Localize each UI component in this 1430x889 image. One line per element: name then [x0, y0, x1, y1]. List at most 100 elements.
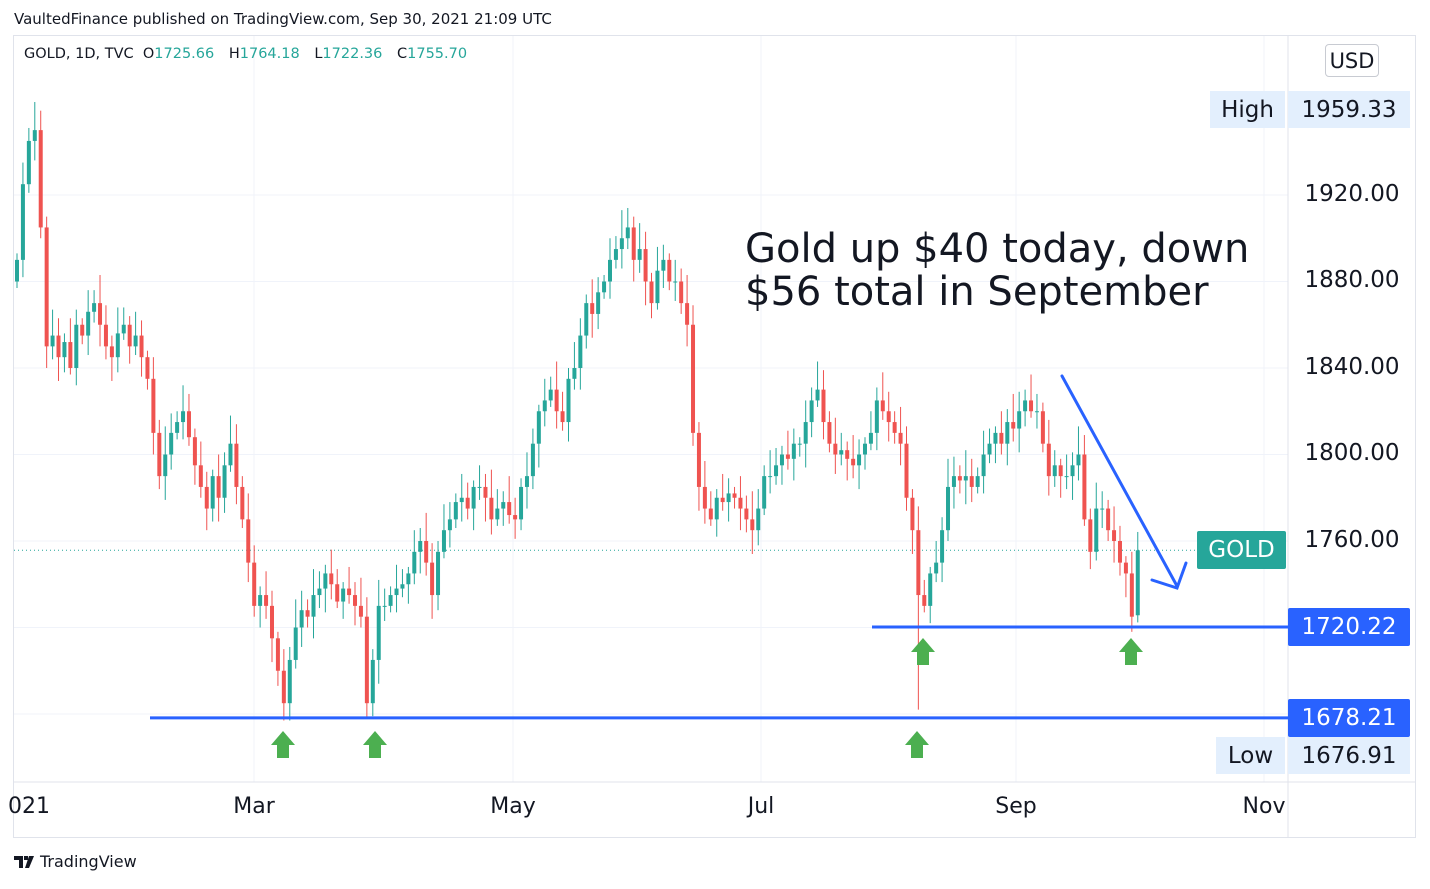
candle-body	[785, 454, 790, 459]
candle-body	[833, 443, 838, 455]
candle-body	[946, 486, 951, 531]
brand-name: TradingView	[40, 852, 137, 871]
annotation-text: Gold up $40 today, down $56 total in Sep…	[745, 228, 1249, 314]
candle-body	[1135, 550, 1140, 616]
open-label: O	[142, 46, 155, 62]
candle-body	[388, 595, 393, 606]
candle-body	[1076, 454, 1081, 466]
candle-body	[851, 458, 856, 466]
candle-body	[1029, 400, 1034, 412]
candle-body	[74, 324, 79, 368]
tradingview-logo[interactable]: TradingView	[14, 852, 137, 871]
ohlc-legend: GOLD, 1D, TVC O1725.66 H1764.18 L1722.36…	[24, 46, 477, 62]
candle-body	[501, 502, 506, 509]
candle-body	[673, 281, 678, 283]
candle-body	[252, 562, 257, 606]
candle-body	[163, 454, 168, 477]
candle-body	[412, 551, 417, 574]
candle-body	[323, 573, 328, 589]
candle-body	[696, 432, 701, 487]
candle-body	[1100, 508, 1105, 510]
candle-body	[1112, 530, 1117, 541]
candle-body	[691, 324, 696, 433]
candle-body	[1123, 562, 1128, 574]
candle-body	[1106, 508, 1111, 531]
candle-body	[756, 508, 761, 531]
candle-body	[216, 476, 221, 498]
x-tick-label: Sep	[995, 794, 1037, 819]
candle-body	[797, 443, 802, 445]
candle-body	[447, 519, 452, 531]
candle-body	[951, 476, 956, 487]
candle-body	[269, 605, 274, 639]
symbol-tag: GOLD	[1197, 531, 1286, 569]
candle-body	[572, 368, 577, 379]
candle-body	[127, 324, 132, 347]
currency-button[interactable]: USD	[1325, 44, 1379, 77]
candle-body	[619, 238, 624, 250]
candle-body	[210, 476, 215, 509]
candle-body	[1064, 476, 1069, 478]
candle-body	[702, 486, 707, 509]
candle-body	[347, 588, 352, 596]
candle-body	[768, 476, 773, 478]
candle-body	[566, 378, 571, 423]
candle-body	[679, 281, 684, 304]
low-tag-label: Low	[1216, 737, 1285, 774]
candle-body	[957, 476, 962, 481]
candle-body	[821, 389, 826, 423]
candle-body	[169, 432, 174, 455]
candle-body	[299, 610, 304, 628]
candle-body	[335, 584, 340, 602]
candle-body	[815, 389, 820, 401]
candle-body	[394, 588, 399, 596]
candle-body	[157, 432, 162, 477]
candle-body	[750, 519, 755, 531]
up-arrow-icon	[905, 731, 929, 758]
candle-body	[720, 497, 725, 503]
candle-body	[1017, 411, 1022, 429]
candle-body	[181, 411, 186, 423]
candle-body	[293, 627, 298, 660]
y-tick-label: 1760.00	[1304, 527, 1400, 553]
candle-body	[548, 389, 553, 401]
candle-body	[774, 465, 779, 477]
candle-body	[613, 249, 618, 260]
candle-body	[584, 303, 589, 336]
candle-body	[121, 324, 126, 334]
candle-body	[471, 486, 476, 509]
candle-body	[281, 670, 286, 704]
candle-body	[353, 595, 358, 606]
candle-body	[436, 551, 441, 596]
candle-body	[560, 411, 565, 423]
candle-body	[803, 422, 808, 444]
candle-body	[489, 497, 494, 520]
candle-body	[406, 573, 411, 585]
y-tick-label: 1880.00	[1304, 267, 1400, 293]
candle-body	[910, 497, 915, 531]
candle-body	[554, 389, 559, 412]
candle-body	[661, 259, 666, 271]
candle-body	[1040, 411, 1045, 444]
candle-body	[608, 259, 612, 282]
candle-body	[68, 342, 73, 368]
candle-body	[714, 497, 719, 520]
candle-body	[465, 497, 470, 509]
up-arrow-icon	[911, 638, 935, 665]
x-tick-label: May	[490, 794, 536, 819]
y-tick-label: 1840.00	[1304, 354, 1400, 380]
candle-body	[1023, 400, 1028, 412]
close-value: 1755.70	[407, 46, 468, 62]
candle-body	[1034, 411, 1039, 413]
candle-body	[708, 508, 713, 520]
annotation-line: Gold up $40 today, down	[745, 226, 1250, 272]
candle-body	[762, 476, 767, 509]
candle-body	[726, 493, 731, 503]
candle-body	[999, 432, 1004, 444]
candle-body	[364, 616, 369, 704]
candle-body	[441, 530, 446, 552]
candle-body	[536, 411, 541, 444]
candle-body	[940, 530, 945, 563]
candle-body	[222, 465, 227, 498]
